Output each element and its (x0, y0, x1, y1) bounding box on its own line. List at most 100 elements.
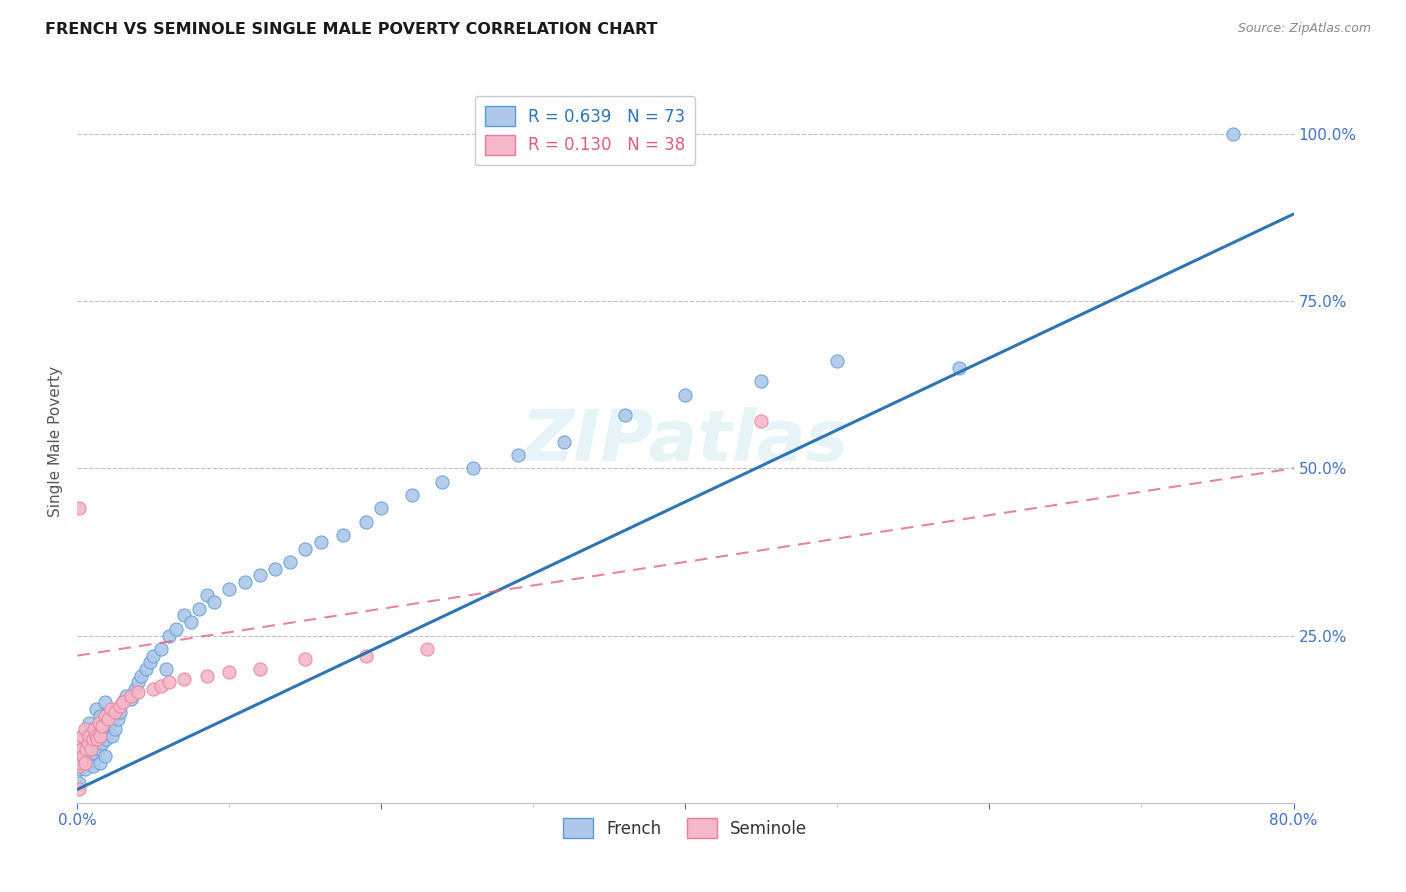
Point (97, 712, 120, 726)
Point (354, 515, 377, 529)
Point (70, 756, 93, 770)
Point (103, 708, 125, 723)
Point (83, 746, 105, 760)
Point (70, 729, 93, 743)
Point (294, 541, 316, 556)
Point (149, 679, 172, 693)
Point (93, 749, 115, 764)
Point (129, 669, 152, 683)
Point (82, 723, 104, 737)
Point (108, 706, 131, 720)
Point (75, 749, 97, 764)
Point (108, 698, 131, 713)
Point (82, 732, 104, 747)
Point (86, 732, 108, 747)
Point (278, 555, 301, 569)
Point (107, 712, 129, 726)
Point (613, 408, 636, 422)
Point (105, 702, 128, 716)
Point (249, 568, 271, 582)
Point (70, 742, 93, 756)
Point (202, 595, 225, 609)
Point (416, 642, 439, 657)
Point (83, 723, 105, 737)
Point (249, 662, 271, 676)
Point (72, 749, 94, 764)
Point (218, 665, 240, 680)
Text: ZIPatlas: ZIPatlas (522, 407, 849, 476)
Point (67, 782, 90, 797)
Point (120, 689, 142, 703)
Point (104, 723, 127, 737)
Point (173, 608, 195, 623)
Point (111, 696, 134, 710)
Point (73, 762, 96, 776)
Point (165, 622, 187, 636)
Point (139, 655, 162, 669)
Point (90, 735, 112, 749)
Point (82, 759, 104, 773)
Point (149, 642, 172, 657)
Point (751, 414, 773, 429)
Point (104, 706, 127, 720)
Point (87, 742, 110, 756)
Point (127, 675, 149, 690)
Point (188, 602, 211, 616)
Point (69, 756, 91, 770)
Point (89, 708, 111, 723)
Point (93, 696, 115, 710)
Point (553, 434, 575, 449)
Text: FRENCH VS SEMINOLE SINGLE MALE POVERTY CORRELATION CHART: FRENCH VS SEMINOLE SINGLE MALE POVERTY C… (45, 22, 658, 37)
Point (73, 723, 96, 737)
Point (101, 729, 124, 743)
Point (461, 461, 484, 475)
Point (675, 387, 697, 401)
Point (67, 759, 90, 773)
Point (84, 702, 107, 716)
Point (401, 488, 423, 502)
Point (80, 742, 103, 756)
Point (173, 672, 195, 686)
Point (157, 675, 180, 690)
Point (91, 723, 114, 737)
Point (75, 742, 97, 756)
Point (111, 696, 134, 710)
Point (142, 648, 165, 663)
Point (89, 729, 111, 743)
Point (90, 719, 112, 733)
Point (96, 732, 118, 747)
Point (77, 735, 100, 749)
Point (751, 375, 773, 389)
Y-axis label: Single Male Poverty: Single Male Poverty (48, 366, 63, 517)
Point (69, 762, 91, 776)
Point (218, 582, 240, 596)
Point (79, 715, 101, 730)
Point (79, 729, 101, 743)
Point (77, 735, 100, 749)
Point (98, 719, 121, 733)
Point (100, 715, 122, 730)
Point (508, 448, 530, 462)
Point (142, 681, 165, 696)
Legend: French, Seminole: French, Seminole (557, 812, 814, 845)
Point (115, 689, 138, 703)
Point (948, 361, 970, 376)
Point (84, 729, 107, 743)
Point (100, 702, 122, 716)
Point (80, 742, 103, 756)
Point (87, 715, 110, 730)
Point (135, 662, 157, 676)
Point (127, 685, 149, 699)
Point (195, 589, 218, 603)
Point (69, 735, 91, 749)
Point (86, 729, 108, 743)
Text: Source: ZipAtlas.com: Source: ZipAtlas.com (1237, 22, 1371, 36)
Point (1222, 127, 1244, 141)
Point (124, 681, 146, 696)
Point (264, 562, 287, 576)
Point (73, 756, 96, 770)
Point (233, 575, 256, 590)
Point (354, 648, 377, 663)
Point (332, 528, 354, 542)
Point (73, 729, 96, 743)
